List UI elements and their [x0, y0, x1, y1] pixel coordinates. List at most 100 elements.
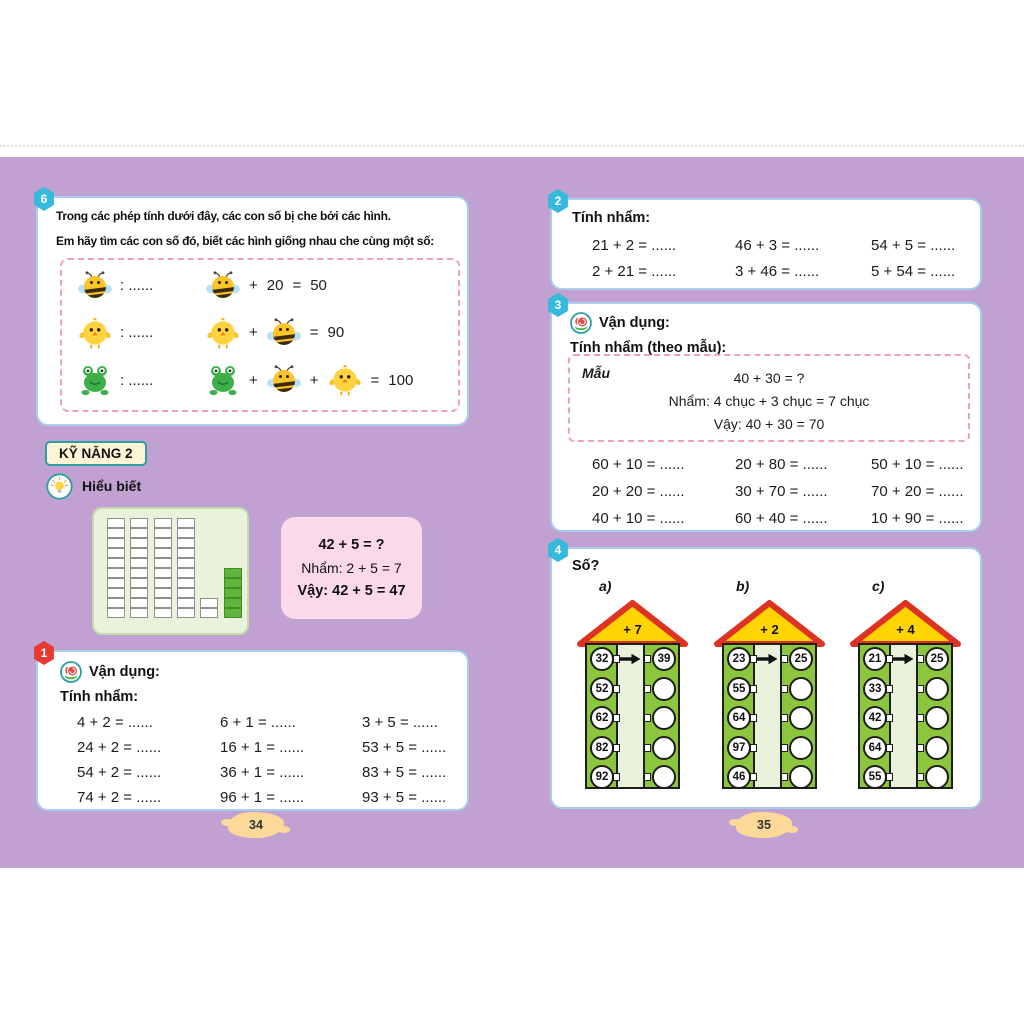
output-number-circle: 25	[925, 647, 949, 671]
picture-equation: + = 90	[206, 317, 456, 349]
equation: 16 + 1 = ......	[220, 739, 305, 756]
bee-icon	[206, 270, 240, 302]
unit-square	[177, 598, 195, 608]
right-connector	[644, 655, 651, 663]
house-operation: + 2	[760, 622, 779, 637]
exercise-2-panel: Tính nhẩm: 21 + 2 = ...... 46 + 3 = .....…	[550, 198, 982, 290]
chick-icon	[78, 317, 112, 349]
unit-square	[154, 548, 172, 558]
equation: 5 + 54 = ......	[871, 263, 956, 280]
unit-square	[177, 578, 195, 588]
input-number-circle: 33	[863, 676, 887, 701]
unit-square	[130, 608, 148, 618]
house-middle-column	[889, 645, 918, 787]
equation-token: =	[292, 277, 302, 295]
equation: 30 + 70 = ......	[735, 483, 828, 500]
input-number-circle: 46	[727, 765, 751, 789]
right-connector	[917, 773, 924, 781]
hidden-number-row: : ...... +20 = 50	[60, 264, 456, 308]
unit-square	[154, 558, 172, 568]
right-connector	[644, 743, 651, 752]
equation-token: +	[249, 324, 258, 342]
unit-square	[154, 608, 172, 618]
equation: 54 + 5 = ......	[871, 237, 956, 254]
equation: 40 + 10 = ......	[592, 510, 685, 527]
right-connector	[781, 773, 788, 781]
arrow-icon	[620, 653, 641, 665]
left-connector	[613, 773, 620, 781]
blank-dots: : ......	[120, 324, 154, 342]
input-number-circle: 55	[727, 676, 751, 701]
unit-square	[130, 578, 148, 588]
equation: 50 + 10 = ......	[871, 456, 964, 473]
equation: 3 + 46 = ......	[735, 263, 820, 280]
output-number-circle: 25	[789, 647, 813, 671]
equation: 24 + 2 = ......	[77, 739, 162, 756]
frog-icon	[78, 364, 112, 396]
page-number-left: 34	[221, 812, 290, 838]
unit-square	[154, 568, 172, 578]
empty-answer-circle	[925, 735, 949, 760]
unit-square	[107, 558, 125, 568]
right-connector	[917, 714, 924, 722]
exercise-2-title: Tính nhẩm:	[572, 210, 651, 226]
equation: 60 + 40 = ......	[735, 510, 828, 527]
empty-answer-circle	[925, 676, 949, 701]
bee-icon	[78, 270, 112, 302]
house-label: a)	[599, 578, 612, 594]
right-connector	[781, 684, 788, 693]
house-a: a) + 7 32 39 52 62 82 92	[575, 578, 690, 793]
empty-answer-circle	[652, 765, 676, 789]
unit-square	[154, 528, 172, 538]
green-unit-square	[224, 568, 242, 578]
exercise-3-equations: 60 + 10 = ...... 20 + 80 = ...... 50 + 10 …	[592, 452, 964, 531]
empty-answer-circle	[789, 706, 813, 730]
left-connector	[613, 684, 620, 693]
chick-icon	[206, 317, 240, 349]
exercise-3-title: Tính nhẩm (theo mẫu):	[570, 340, 727, 356]
left-connector	[750, 773, 757, 781]
unit-square	[107, 568, 125, 578]
equation: 60 + 10 = ......	[592, 456, 685, 473]
exercise-1-title: Tính nhẩm:	[60, 689, 139, 705]
bee-icon	[266, 317, 301, 349]
exercise-2-badge: 2	[548, 189, 568, 213]
exercise-3-badge: 3	[548, 293, 568, 317]
exercise-6-rows: : ...... +20 = 50: ...... + = 90: ...... + + = 100	[60, 258, 456, 408]
exercise-2-equations: 21 + 2 = ...... 46 + 3 = ...... 54 + 5 = .…	[592, 233, 955, 284]
unit-square	[130, 548, 148, 558]
lightbulb-icon	[46, 473, 73, 500]
unit-square	[107, 548, 125, 558]
answer-blank: : ......	[78, 317, 206, 349]
exercise-3-panel: Vận dụng: Tính nhẩm (theo mẫu): Mẫu 40 +…	[550, 302, 982, 532]
frog-icon	[206, 364, 240, 396]
example-line1: 42 + 5 = ?	[318, 537, 385, 553]
apply-icon	[60, 661, 82, 683]
equation-token: 20	[266, 277, 284, 295]
empty-answer-circle	[652, 676, 676, 701]
equation-token: +	[249, 371, 258, 389]
equation: 93 + 5 = ......	[362, 789, 447, 806]
equation: 20 + 20 = ......	[592, 483, 685, 500]
input-number-circle: 32	[590, 647, 614, 671]
sample-line1: 40 + 30 = ?	[733, 370, 805, 386]
empty-answer-circle	[652, 706, 676, 730]
bee-icon	[266, 364, 301, 396]
equation: 6 + 1 = ......	[220, 714, 296, 731]
input-number-circle: 62	[590, 706, 614, 730]
picture-equation: +20 = 50	[206, 270, 456, 302]
exercise-3-apply-label: Vận dụng:	[599, 315, 670, 331]
skill-section-badge: KỸ NĂNG 2	[45, 441, 147, 466]
right-connector	[917, 684, 924, 693]
unit-square	[107, 588, 125, 598]
answer-blank: : ......	[78, 364, 206, 396]
unit-square	[177, 518, 195, 528]
exercise-1-panel: Vận dụng: Tính nhẩm: 4 + 2 = ...... 6 + 1…	[36, 650, 469, 811]
unit-square	[177, 588, 195, 598]
green-unit-square	[224, 608, 242, 618]
unit-square	[177, 568, 195, 578]
unit-square	[130, 588, 148, 598]
exercise-4-badge: 4	[548, 538, 568, 562]
unit-square	[177, 528, 195, 538]
